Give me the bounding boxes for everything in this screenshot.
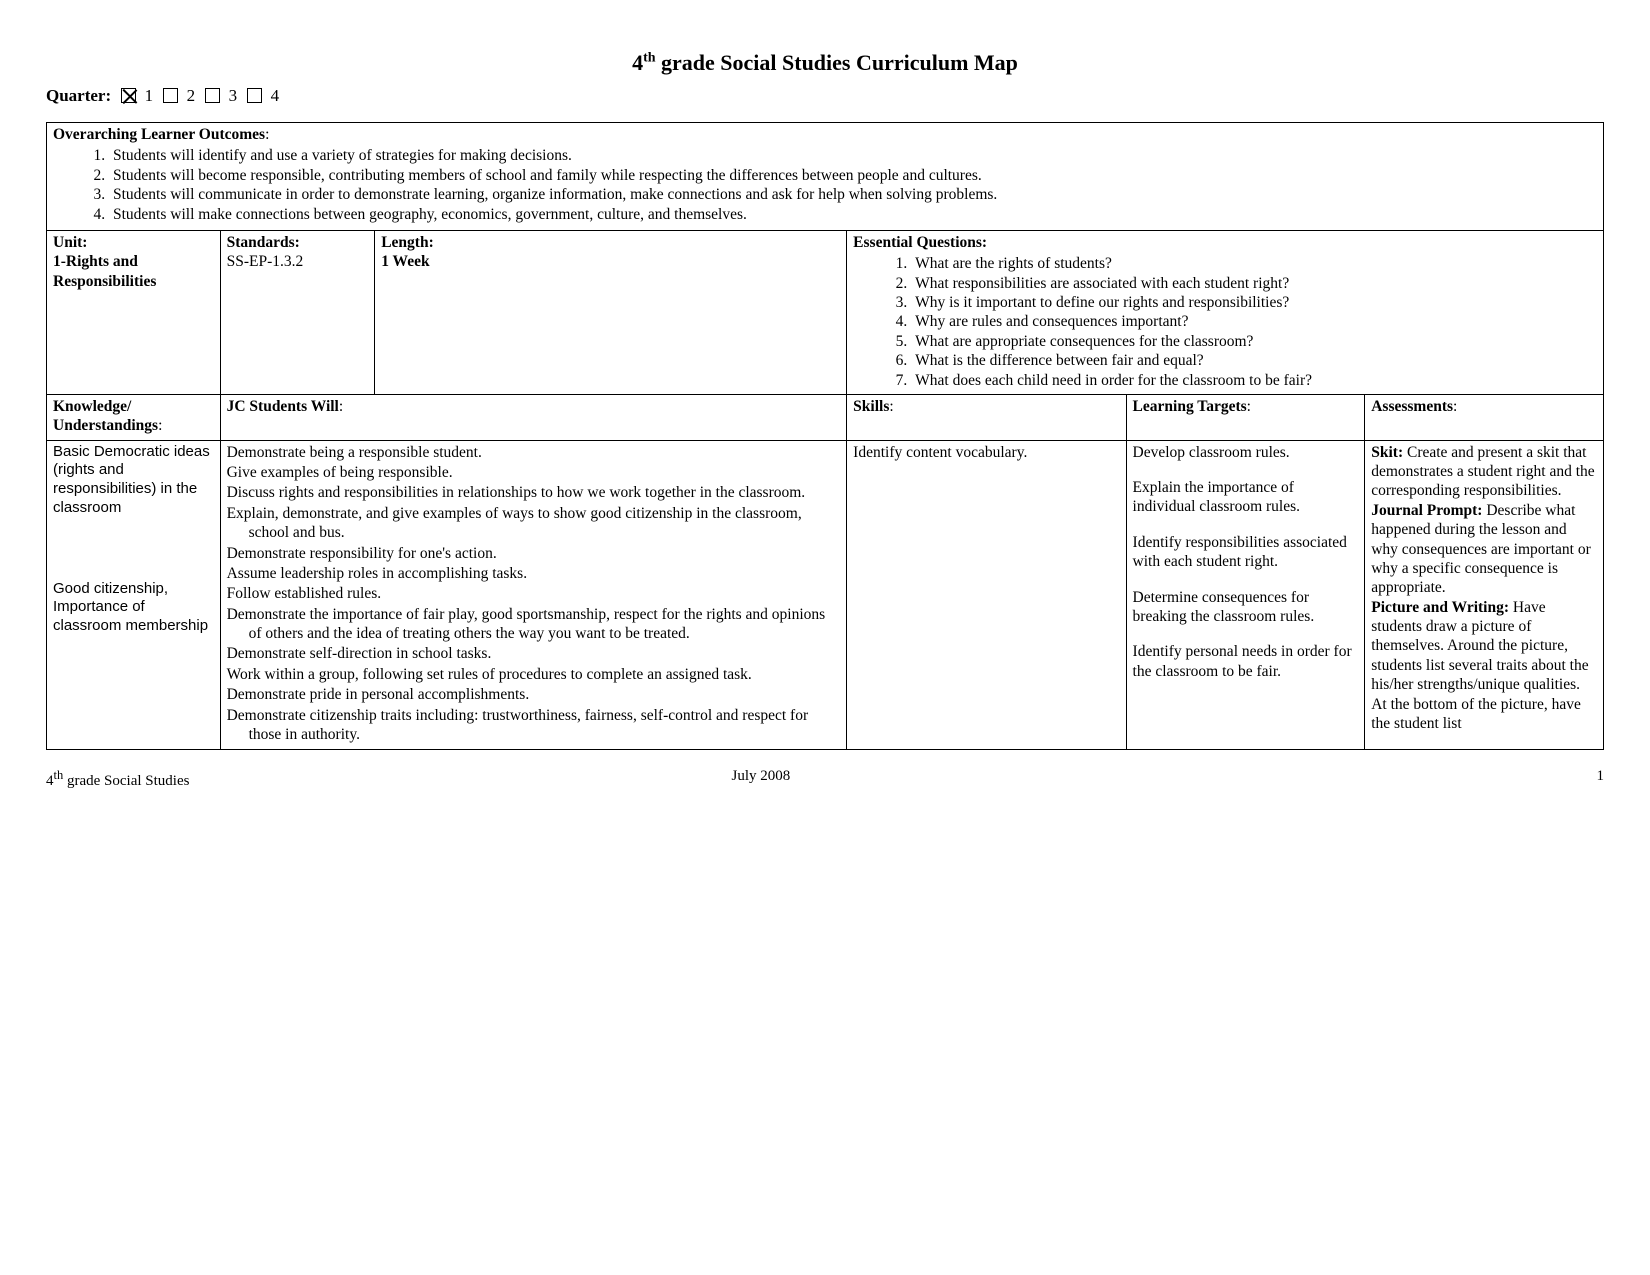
eq-item: What are the rights of students? <box>911 254 1597 273</box>
curriculum-table: Overarching Learner Outcomes: Students w… <box>46 122 1604 750</box>
jp-heading: Journal Prompt: <box>1371 502 1482 519</box>
assessments-header-cell: Assessments: <box>1365 394 1604 440</box>
outcome-item: Students will make connections between g… <box>109 205 1597 224</box>
quarter-num-1: 1 <box>140 86 157 105</box>
eq-item: What does each child need in order for t… <box>911 371 1597 390</box>
skills-cell: Identify content vocabulary. <box>847 440 1126 750</box>
ku-header-cell: Knowledge/ Understandings: <box>47 394 221 440</box>
ku-para-2: Good citizenship, Importance of classroo… <box>53 580 214 636</box>
length-value: 1 Week <box>381 252 840 271</box>
lt-item: Explain the importance of individual cla… <box>1133 478 1359 517</box>
quarter-label: Quarter: <box>46 86 111 105</box>
skills-text: Identify content vocabulary. <box>853 443 1119 462</box>
jc-item: Demonstrate self-direction in school tas… <box>227 644 841 663</box>
jc-heading: JC Students Will <box>227 398 339 415</box>
jc-item: Follow established rules. <box>227 584 841 603</box>
quarter-selector: Quarter: 1 2 3 4 <box>46 86 1604 106</box>
eq-item: Why is it important to define our rights… <box>911 293 1597 312</box>
assessments-heading: Assessments <box>1371 398 1453 415</box>
jc-item: Demonstrate the importance of fair play,… <box>227 605 841 644</box>
page-footer: 4th grade Social Studies July 2008 1 <box>46 768 1604 790</box>
jc-item: Work within a group, following set rules… <box>227 665 841 684</box>
footer-left: 4th grade Social Studies <box>46 768 732 790</box>
lt-heading: Learning Targets <box>1133 398 1247 415</box>
outcome-item: Students will communicate in order to de… <box>109 185 1597 204</box>
jc-item: Explain, demonstrate, and give examples … <box>227 504 841 543</box>
essential-questions-cell: Essential Questions: What are the rights… <box>847 230 1604 394</box>
jc-item: Demonstrate being a responsible student. <box>227 443 841 462</box>
ku-heading: Knowledge/ Understandings <box>53 398 158 434</box>
quarter-checkbox-3[interactable] <box>205 88 220 103</box>
standards-cell: Standards: SS-EP-1.3.2 <box>220 230 375 394</box>
skit-body: Create and present a skit that demonstra… <box>1371 444 1594 500</box>
ku-cell: Basic Democratic ideas (rights and respo… <box>47 440 221 750</box>
lt-header-cell: Learning Targets: <box>1126 394 1365 440</box>
title-sup: th <box>643 51 655 66</box>
unit-cell: Unit: 1-Rights and Responsibilities <box>47 230 221 394</box>
eq-item: What are appropriate consequences for th… <box>911 332 1597 351</box>
length-heading: Length: <box>381 233 840 252</box>
lt-item: Identify responsibilities associated wit… <box>1133 533 1359 572</box>
standards-value: SS-EP-1.3.2 <box>227 252 369 271</box>
assessments-cell: Skit: Create and present a skit that dem… <box>1365 440 1604 750</box>
jc-item: Assume leadership roles in accomplishing… <box>227 564 841 583</box>
eq-item: What responsibilities are associated wit… <box>911 274 1597 293</box>
pw-body: Have students draw a picture of themselv… <box>1371 599 1588 732</box>
footer-page: 1 <box>1401 768 1604 790</box>
eq-heading: Essential Questions: <box>853 233 1597 252</box>
skit-heading: Skit: <box>1371 444 1403 461</box>
unit-heading: Unit: <box>53 233 214 252</box>
quarter-num-3: 3 <box>224 86 241 105</box>
length-cell: Length: 1 Week <box>375 230 847 394</box>
quarter-checkbox-1[interactable] <box>121 88 136 103</box>
eq-item: Why are rules and consequences important… <box>911 312 1597 331</box>
title-pre: 4 <box>632 50 643 75</box>
outcomes-heading: Overarching Learner Outcomes <box>53 126 265 143</box>
lt-cell: Develop classroom rules. Explain the impo… <box>1126 440 1365 750</box>
lt-item: Determine consequences for breaking the … <box>1133 588 1359 627</box>
jc-item: Give examples of being responsible. <box>227 463 841 482</box>
title-post: grade Social Studies Curriculum Map <box>656 50 1018 75</box>
jc-item: Demonstrate responsibility for one's act… <box>227 544 841 563</box>
jc-item: Discuss rights and responsibilities in r… <box>227 483 841 502</box>
eq-item: What is the difference between fair and … <box>911 351 1597 370</box>
skills-heading: Skills <box>853 398 889 415</box>
jc-item: Demonstrate pride in personal accomplish… <box>227 685 841 704</box>
jc-item: Demonstrate citizenship traits including… <box>227 706 841 745</box>
pw-heading: Picture and Writing: <box>1371 599 1509 616</box>
ku-para-1: Basic Democratic ideas (rights and respo… <box>53 443 214 518</box>
outcome-item: Students will identify and use a variety… <box>109 146 1597 165</box>
quarter-checkbox-2[interactable] <box>163 88 178 103</box>
eq-list: What are the rights of students?What res… <box>853 254 1597 390</box>
skills-header-cell: Skills: <box>847 394 1126 440</box>
outcomes-cell: Overarching Learner Outcomes: Students w… <box>47 123 1604 231</box>
unit-value: 1-Rights and Responsibilities <box>53 252 214 291</box>
jc-cell: Demonstrate being a responsible student.… <box>220 440 847 750</box>
page-title: 4th grade Social Studies Curriculum Map <box>46 50 1604 76</box>
footer-date: July 2008 <box>732 768 1402 790</box>
jc-header-cell: JC Students Will: <box>220 394 847 440</box>
lt-item: Identify personal needs in order for the… <box>1133 642 1359 681</box>
outcomes-list: Students will identify and use a variety… <box>53 146 1597 224</box>
outcome-item: Students will become responsible, contri… <box>109 166 1597 185</box>
lt-item: Develop classroom rules. <box>1133 443 1359 462</box>
standards-heading: Standards: <box>227 233 369 252</box>
quarter-num-4: 4 <box>266 86 279 105</box>
quarter-checkbox-4[interactable] <box>247 88 262 103</box>
quarter-num-2: 2 <box>182 86 199 105</box>
